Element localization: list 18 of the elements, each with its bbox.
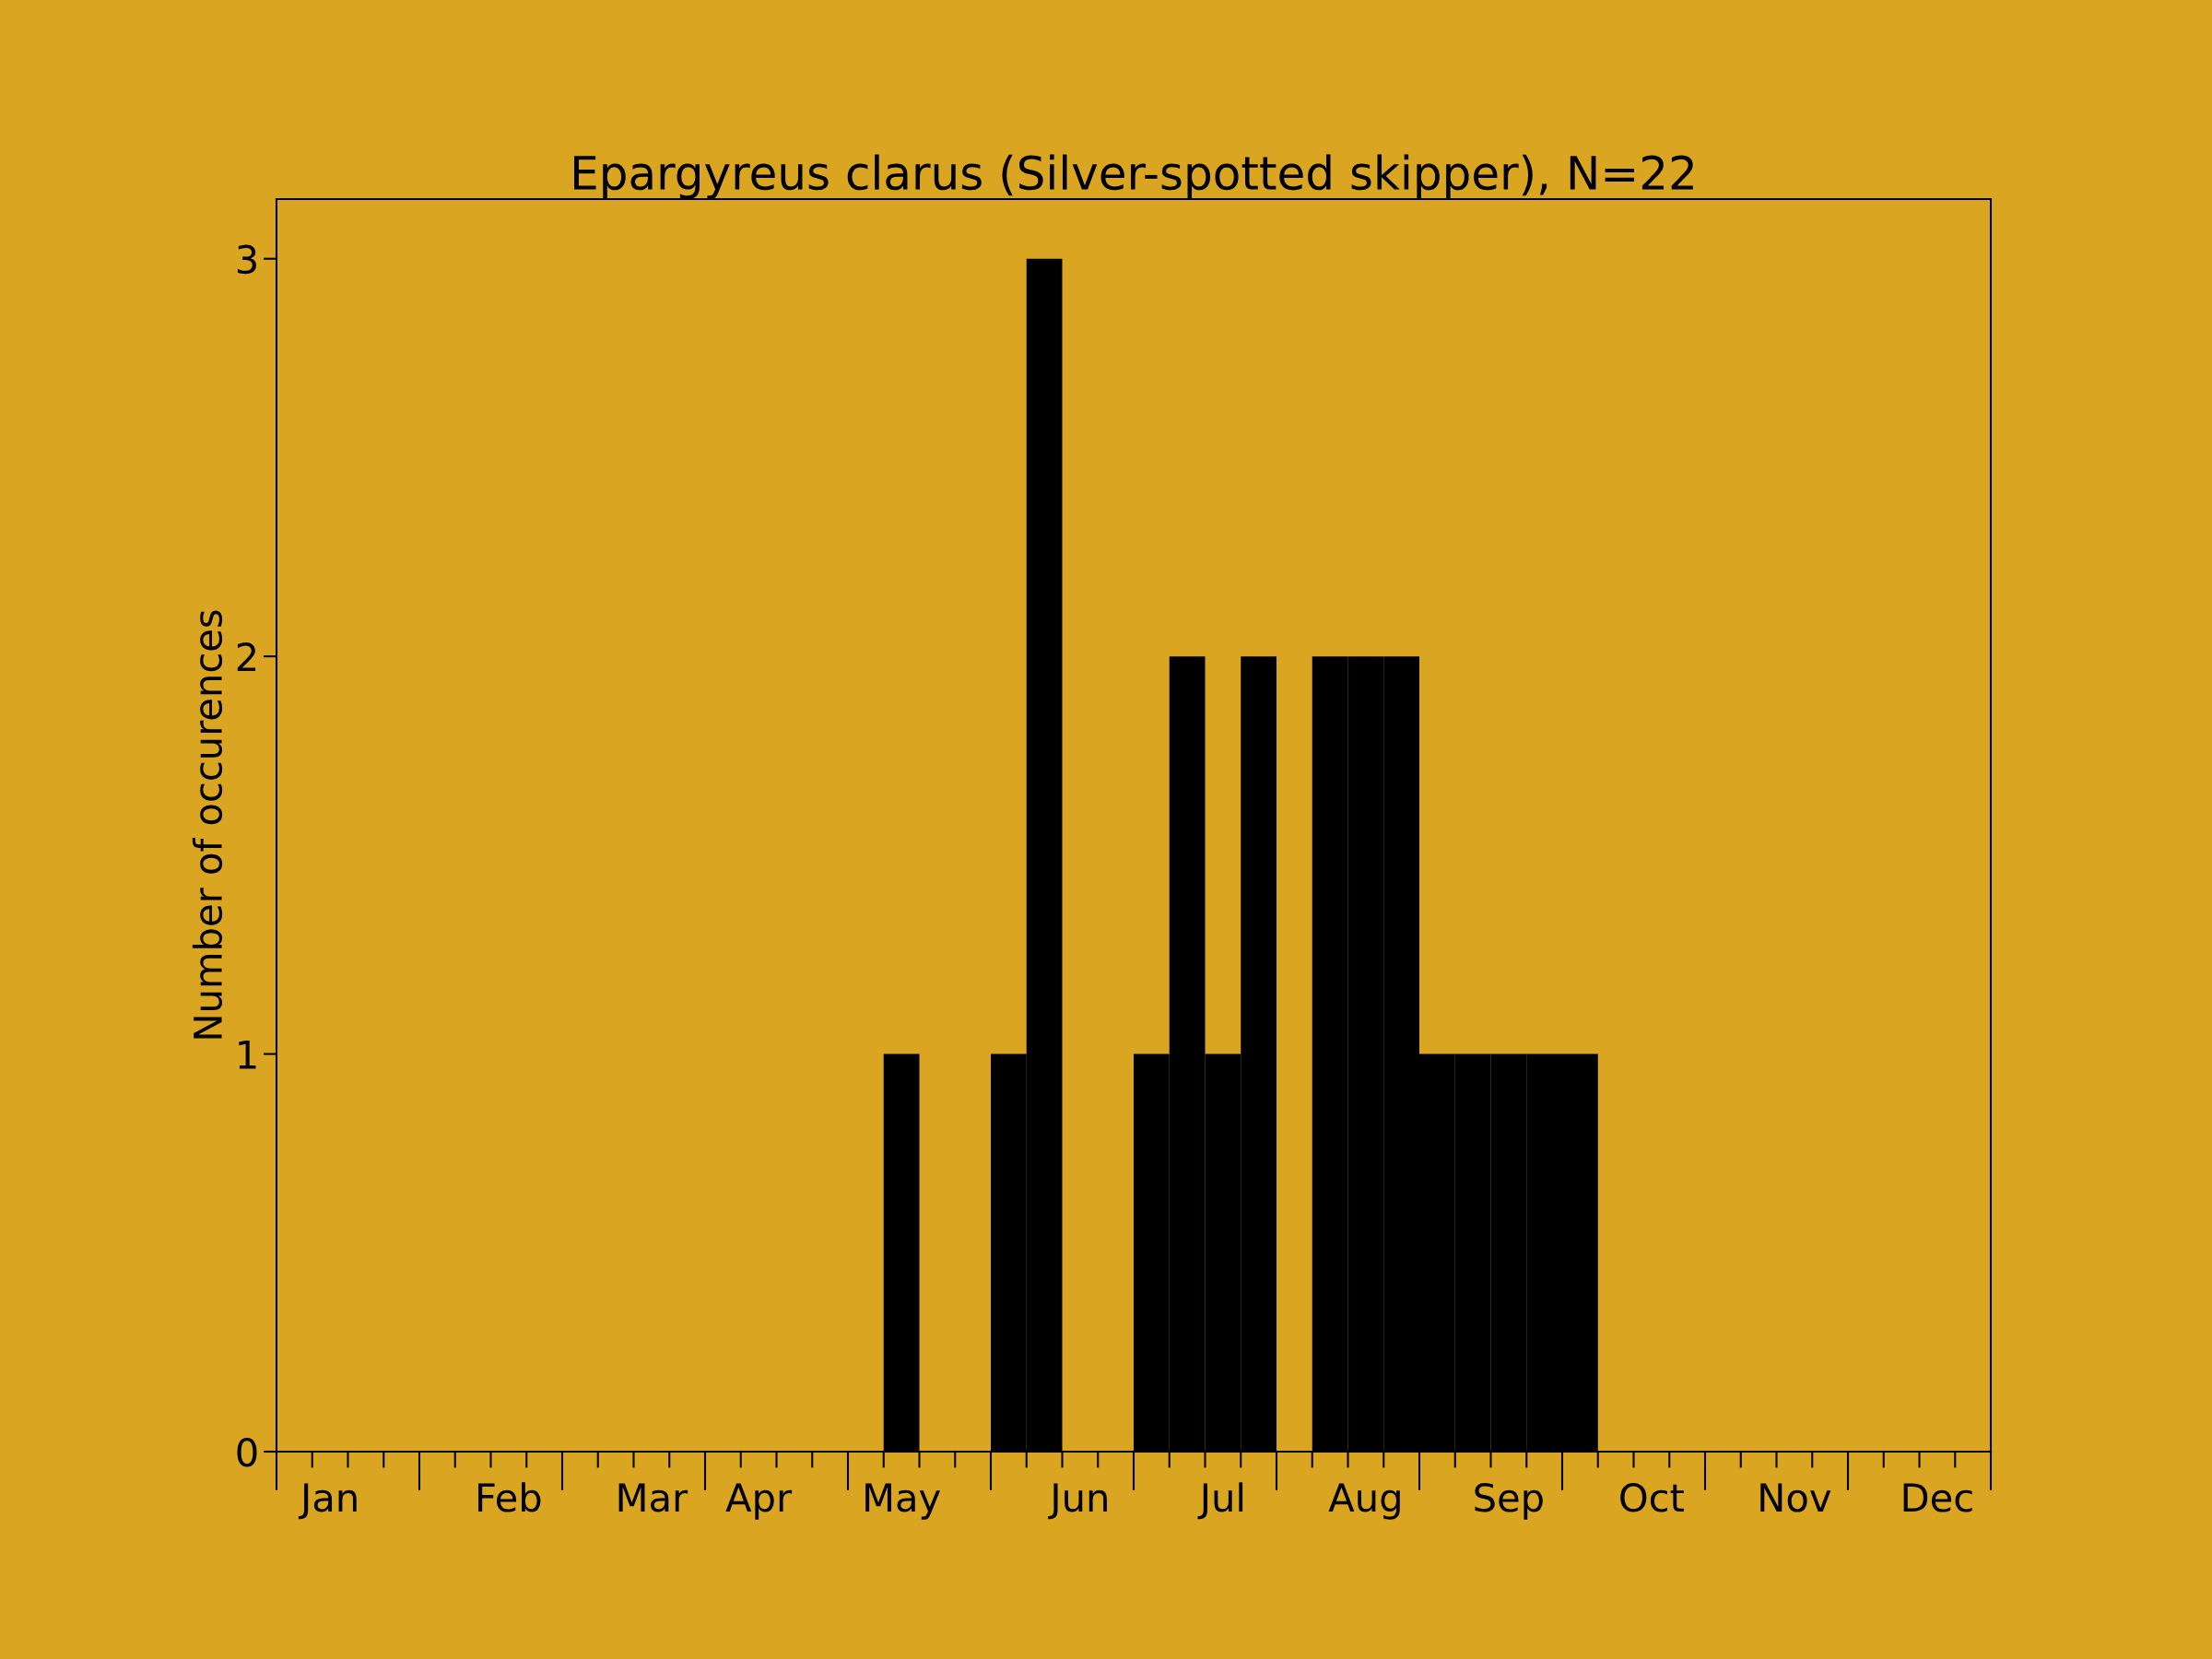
x-tick-label: Feb (478, 1482, 541, 1512)
x-tick-label: May (865, 1483, 940, 1520)
x-tick-label: Oct (1620, 1483, 1684, 1512)
x-tick-label: Sep (1475, 1483, 1543, 1520)
x-tick-label: Aug (1328, 1483, 1400, 1520)
x-tick-label: Apr (725, 1483, 793, 1520)
x-tick-label: Jun (1048, 1483, 1107, 1520)
x-tick-label: Mar (618, 1483, 688, 1512)
x-tick-label: Nov (1760, 1483, 1831, 1512)
y-tick-label: 3 (237, 244, 256, 275)
y-tick-label: 0 (237, 1437, 257, 1467)
y-tick-label: 2 (237, 642, 256, 671)
x-tick-label: Jan (298, 1483, 357, 1520)
chart-title: Epargyreus clarus (Silver-spotted skipper), N=22 (574, 154, 1693, 199)
x-tick-label: Dec (1903, 1483, 1972, 1512)
y-tick-label: 1 (239, 1041, 256, 1069)
y-axis-title: Number of occurences (192, 610, 223, 1039)
x-tick-label: Jul (1197, 1482, 1243, 1520)
